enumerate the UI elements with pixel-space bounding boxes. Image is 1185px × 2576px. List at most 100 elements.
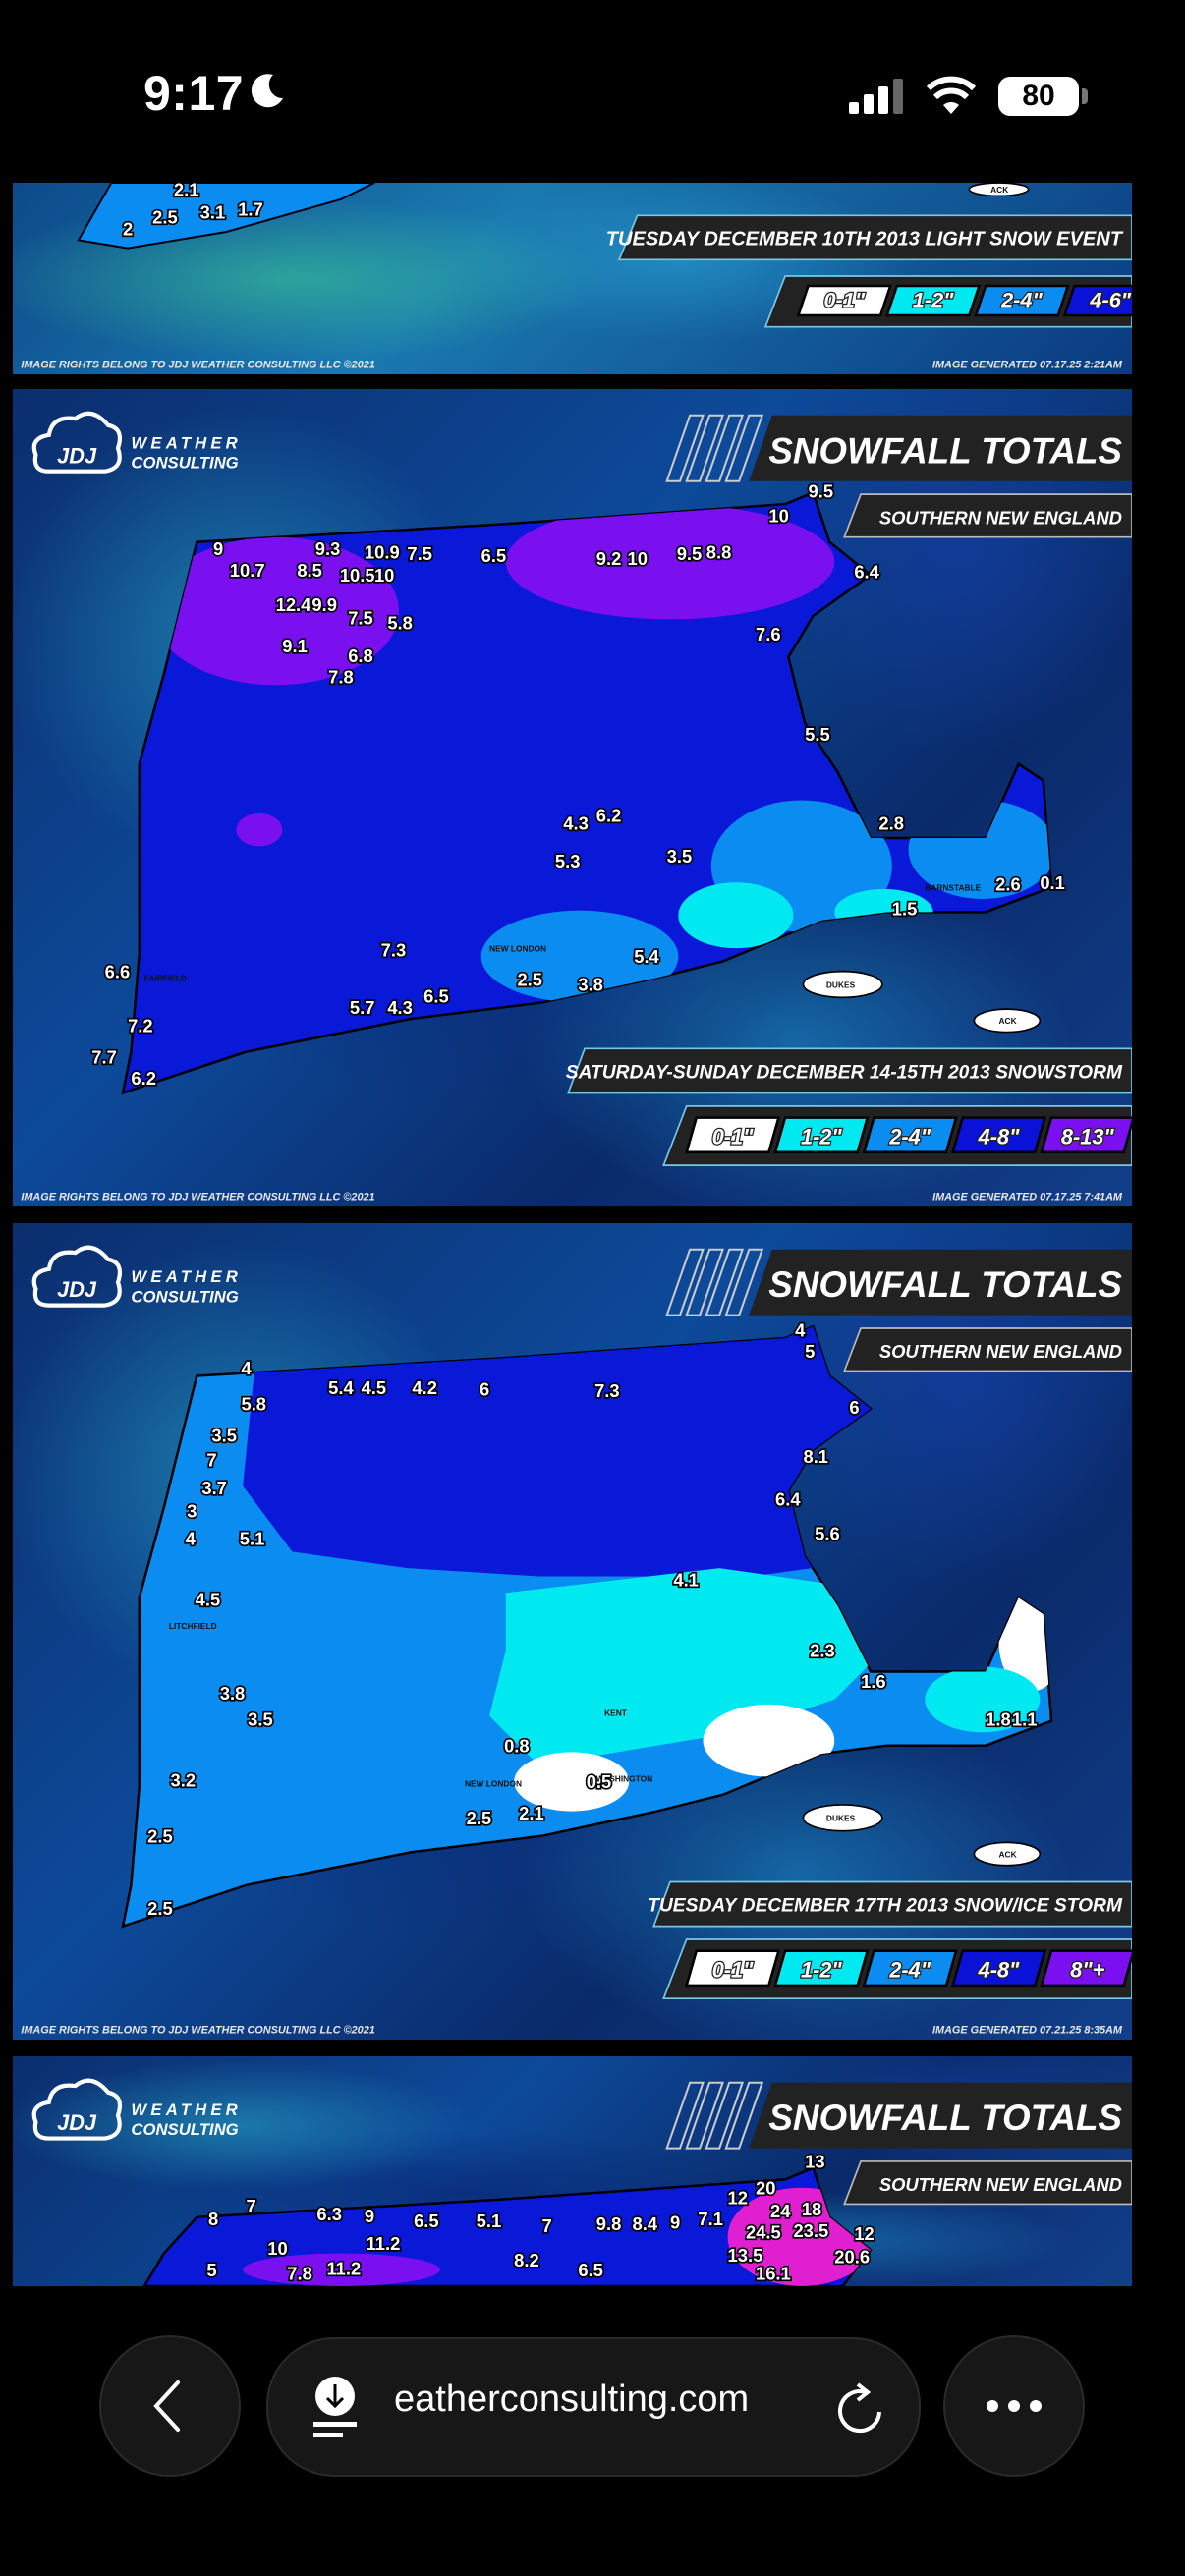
snowfall-value: 3.5 — [211, 1425, 237, 1445]
snowfall-value: 8.5 — [297, 560, 322, 581]
nantucket-island — [973, 1008, 1042, 1034]
snowfall-value: 13.5 — [728, 2245, 763, 2266]
snowfall-value: 5.8 — [241, 1394, 266, 1415]
map-label: KENT — [604, 1708, 628, 1718]
snowfall-value: 0.5 — [587, 1771, 612, 1792]
snowfall-value: 9.5 — [809, 480, 834, 501]
snowfall-value: 2.1 — [174, 183, 199, 199]
snowfall-value: 3 — [187, 1500, 197, 1521]
snowfall-value: 10 — [768, 506, 788, 527]
map-region-2-4 — [77, 183, 375, 250]
legend-swatch — [685, 1949, 781, 1988]
snowfall-value: 5.5 — [805, 724, 830, 745]
snowfall-value: 5.1 — [240, 1529, 265, 1549]
image-rights: IMAGE RIGHTS BELONG TO JDJ WEATHER CONSU… — [21, 1191, 374, 1203]
snowfall-value: 6.6 — [105, 961, 131, 981]
snowfall-value: 7 — [542, 2215, 552, 2236]
snowfall-value: 9.5 — [677, 543, 703, 564]
legend-label: 2-4" — [888, 1957, 931, 1982]
snowfall-value: 1.5 — [892, 899, 918, 920]
map-region-8-13 — [152, 536, 400, 686]
snowfall-value: 6.8 — [348, 645, 373, 666]
address-bar[interactable]: eatherconsulting.com — [266, 2337, 921, 2477]
nantucket-island — [973, 1841, 1042, 1867]
snowfall-value: 7.8 — [287, 2263, 312, 2283]
legend-swatch — [951, 1949, 1047, 1988]
url-text[interactable]: eatherconsulting.com — [394, 2379, 750, 2420]
snowfall-value: 4 — [241, 1358, 252, 1378]
snow-map-panel-dec17[interactable]: LITCHFIELD NEW LONDON WASHINGTON KENT DU… — [13, 1223, 1132, 2040]
snowfall-value: 5.3 — [555, 851, 581, 871]
snowfall-value: 4 — [795, 1319, 806, 1340]
snow-map-panel-dec14-15[interactable]: DUKES ACK NEW LONDON FAIRFIELD BARNSTABL… — [13, 389, 1132, 1206]
nantucket-island — [968, 183, 1030, 197]
jdj-logo: JDJ WEATHER CONSULTING — [31, 411, 242, 474]
image-rights: IMAGE RIGHTS BELONG TO JDJ WEATHER CONSU… — [21, 2024, 374, 2036]
snowfall-value: 8.1 — [803, 1446, 828, 1467]
snowfall-value: 24 — [770, 2201, 791, 2221]
snowfall-value: 2.6 — [995, 874, 1021, 895]
legend-label: 2-4" — [888, 1124, 931, 1148]
snow-map-panel-next[interactable]: 8 7 6.3 9 6.5 5.1 11.2 10 7.8 11.2 7 9.8 8.4 9 7.1 12 20… — [13, 2056, 1132, 2286]
status-time: 9:17 — [143, 66, 245, 121]
more-button[interactable] — [943, 2335, 1085, 2477]
snowfall-value: 8 — [208, 2209, 218, 2229]
legend-swatch — [862, 1116, 958, 1154]
snowfall-value: 5.4 — [328, 1377, 354, 1398]
brand-line1: WEATHER — [131, 2100, 242, 2119]
legend-swatch — [1040, 1949, 1132, 1988]
marthas-vineyard-island — [802, 970, 883, 999]
snowfall-value: 2.5 — [467, 1808, 492, 1828]
subtitle-banner — [843, 493, 1132, 538]
subtitle-banner — [843, 2160, 1132, 2206]
legend-label: 0-1" — [712, 1124, 754, 1148]
snowfall-value: 7 — [206, 1449, 216, 1470]
snowfall-value: 4.5 — [362, 1377, 387, 1398]
event-title: SATURDAY-SUNDAY DECEMBER 14-15TH 2013 SN… — [566, 1062, 1123, 1083]
snowfall-value: 8.4 — [633, 2213, 658, 2234]
map-region-1-2 — [834, 888, 933, 935]
snowfall-value: 6.5 — [423, 985, 449, 1006]
subtitle: SOUTHERN NEW ENGLAND — [879, 1341, 1122, 1362]
snowfall-value: 9.8 — [596, 2213, 622, 2234]
chevron-left-icon — [153, 2380, 180, 2432]
snowfall-value: 7.6 — [756, 624, 781, 644]
back-button[interactable] — [99, 2335, 241, 2477]
cloud-icon — [31, 1245, 123, 1308]
jdj-logo: JDJ WEATHER CONSULTING — [31, 2078, 242, 2141]
snowfall-value: 5.4 — [634, 946, 659, 967]
snowfall-value: 2.5 — [517, 970, 542, 990]
snowfall-value: 7.8 — [328, 667, 354, 688]
subtitle-banner — [843, 1327, 1132, 1372]
legend-label: 1-2" — [801, 1957, 842, 1982]
snowfall-value: 7.7 — [91, 1046, 117, 1067]
more-icon — [987, 2400, 1042, 2412]
event-banner — [652, 1880, 1132, 1928]
map-region-1-2 — [925, 1666, 1041, 1733]
logo-letters: JDJ — [57, 2110, 97, 2135]
snowfall-value: 6.4 — [854, 562, 879, 583]
snowfall-value: 20.6 — [834, 2247, 870, 2268]
wifi-icon — [926, 76, 977, 114]
snowfall-value: 1.8 — [986, 1709, 1011, 1730]
snow-map: ACK 2.1 2.5 3.1 1.7 2 TUESDAY DECEMBER 10TH … — [21, 183, 1132, 370]
snow-map-panel-dec10[interactable]: ACK 2.1 2.5 3.1 1.7 2 TUESDAY DECEMBER 10TH … — [13, 183, 1132, 374]
legend-label: 4-8" — [978, 1957, 1020, 1982]
snowfall-value: 9 — [670, 2212, 680, 2233]
snowfall-value: 3.7 — [201, 1478, 227, 1498]
brand-line1: WEATHER — [131, 433, 242, 452]
legend-swatch — [1040, 1116, 1132, 1154]
title-banner — [749, 2082, 1132, 2149]
snowfall-value: 4.2 — [412, 1377, 437, 1398]
brand-line2: CONSULTING — [131, 2120, 238, 2139]
map-label: LITCHFIELD — [169, 1621, 217, 1631]
snowfall-value: 2.5 — [147, 1825, 173, 1846]
snowfall-value: 7.2 — [128, 1016, 153, 1036]
snowfall-value: 6.5 — [414, 2211, 439, 2231]
reload-icon[interactable] — [836, 2382, 885, 2436]
download-icon[interactable] — [311, 2377, 359, 2439]
map-region-purple — [243, 2253, 440, 2286]
map-label: DUKES — [826, 980, 856, 989]
snowfall-value: 2.1 — [519, 1803, 544, 1823]
map-label: WASHINGTON — [596, 1773, 652, 1783]
